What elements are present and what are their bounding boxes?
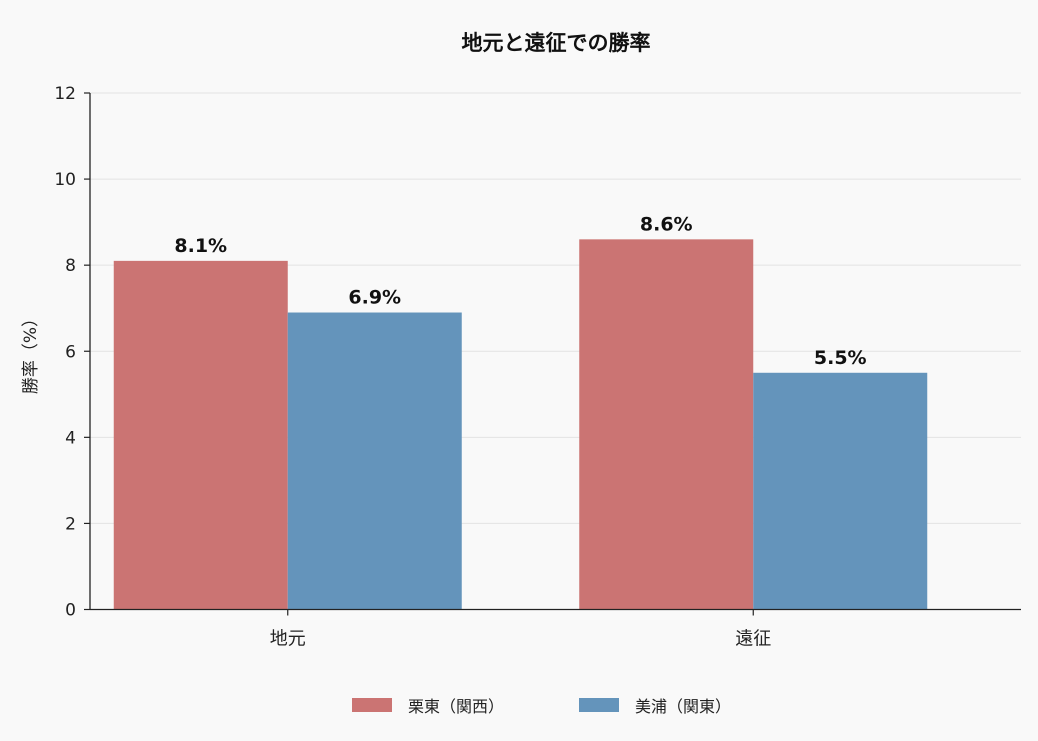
x-tick-label: 地元: [270, 629, 306, 650]
bar-value-label: 6.9%: [348, 287, 401, 309]
y-axis-label: 勝率（%）: [21, 310, 41, 394]
bar: [113, 260, 288, 610]
bar: [287, 312, 462, 610]
y-tick-label: 10: [54, 170, 76, 190]
x-tick-label: 遠征: [735, 629, 771, 650]
y-tick-label: 2: [65, 514, 76, 534]
y-tick-label: 0: [65, 601, 76, 621]
y-tick-label: 4: [65, 428, 76, 448]
bar: [579, 239, 754, 610]
y-ticks: 0 2 4 6 8 10 12: [54, 84, 90, 621]
bar: [753, 372, 928, 610]
bar-value-label: 8.1%: [174, 235, 227, 257]
x-ticks: 地元 遠征: [270, 609, 771, 650]
bar-value-label: 8.6%: [640, 213, 693, 235]
data-labels: 8.1% 6.9% 8.6% 5.5%: [174, 213, 866, 368]
legend-label: 美浦（関東）: [635, 697, 731, 716]
legend-swatch: [352, 698, 392, 712]
bar-value-label: 5.5%: [814, 347, 867, 369]
legend: 栗東（関西） 美浦（関東）: [352, 697, 731, 716]
legend-swatch: [579, 698, 619, 712]
y-tick-label: 12: [54, 84, 76, 104]
y-tick-label: 8: [65, 256, 76, 276]
y-tick-label: 6: [65, 342, 76, 362]
chart-title: 地元と遠征での勝率: [462, 31, 651, 55]
bars: [113, 239, 928, 610]
legend-label: 栗東（関西）: [408, 697, 504, 716]
